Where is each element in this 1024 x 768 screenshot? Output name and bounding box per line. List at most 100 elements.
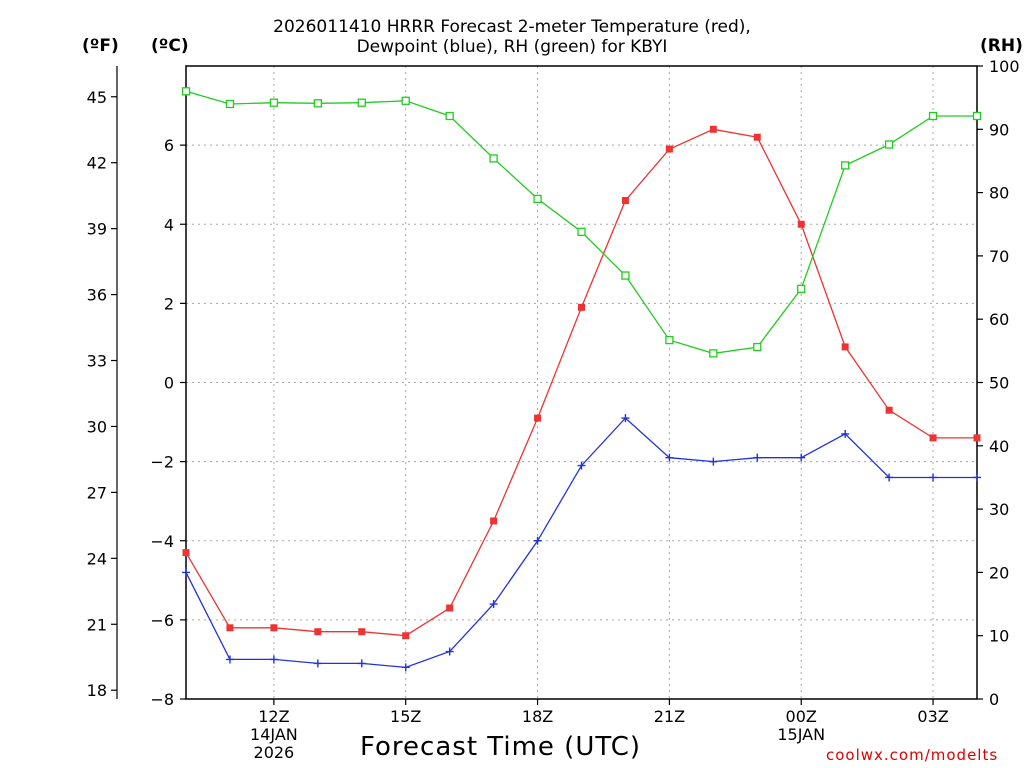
temperature-point (885, 406, 893, 414)
celsius-tick-label: −2 (150, 453, 174, 472)
rh-point (489, 154, 498, 163)
rh-tick-label: 90 (989, 120, 1009, 139)
temperature-point (753, 133, 761, 141)
celsius-tick-label: 4 (164, 215, 174, 234)
rh-point (269, 98, 279, 107)
rh-point (401, 96, 410, 105)
celsius-tick-label: 2 (164, 294, 174, 313)
dewpoint-point (753, 453, 762, 462)
fahrenheit-tick-label: 27 (87, 483, 107, 502)
fahrenheit-tick-label: 39 (87, 220, 107, 239)
rh-tick-label: 20 (989, 563, 1009, 582)
rh-point (357, 98, 366, 107)
x-tick-label: 18Z (522, 707, 553, 726)
rh-point (753, 342, 762, 352)
fahrenheit-tick-label: 36 (87, 286, 107, 305)
fahrenheit-unit-label: (ºF) (82, 36, 119, 56)
fahrenheit-tick-label: 18 (87, 681, 107, 700)
temperature-point (534, 414, 542, 422)
rh-point (577, 227, 586, 236)
x-tick-label: 12Z (258, 707, 289, 726)
celsius-tick-label: −4 (150, 532, 174, 551)
rh-point (665, 335, 674, 345)
dewpoint-point (489, 600, 498, 609)
dewpoint-point (973, 473, 981, 482)
dewpoint-point (665, 453, 674, 462)
rh-point (972, 111, 982, 121)
temperature-point (402, 632, 410, 640)
celsius-tick-label: −6 (150, 611, 174, 630)
x-axis-title: Forecast Time (UTC) (360, 732, 642, 762)
temperature-point (182, 549, 190, 557)
celsius-tick-label: −8 (150, 690, 174, 709)
temperature-point (446, 604, 454, 612)
dewpoint-point (797, 453, 806, 462)
temperature-point (578, 303, 585, 311)
dewpoint-point (577, 461, 586, 470)
dewpoint-point (709, 457, 718, 466)
fahrenheit-tick-label: 30 (87, 417, 107, 436)
temperature-point (314, 628, 322, 636)
rh-point (928, 111, 938, 121)
fahrenheit-tick-label: 45 (87, 88, 107, 107)
dewpoint-point (445, 647, 454, 656)
dewpoint-point (225, 655, 234, 664)
dewpoint-point (313, 659, 322, 668)
x-tick-date: 15JAN (777, 725, 825, 744)
celsius-tick-label: 0 (164, 374, 174, 393)
dewpoint-point (401, 663, 410, 672)
chart-title-line-1: 2026011410 HRRR Forecast 2-meter Tempera… (273, 17, 751, 37)
temperature-point (665, 145, 673, 153)
rh-line (185, 90, 977, 355)
x-tick-label: 15Z (390, 707, 421, 726)
dewpoint-point (533, 536, 542, 545)
rh-point (709, 349, 718, 358)
rh-tick-label: 50 (989, 374, 1009, 393)
rh-tick-label: 30 (989, 500, 1009, 519)
temperature-point (358, 628, 366, 636)
rh-point (884, 140, 894, 149)
rh-tick-label: 70 (989, 247, 1009, 266)
rh-point (445, 111, 454, 121)
dewpoint-point (269, 655, 278, 664)
celsius-tick-label: 6 (164, 136, 174, 155)
dewpoint-point (885, 473, 894, 482)
rh-unit-label: (RH) (980, 36, 1023, 56)
fahrenheit-tick-label: 21 (87, 615, 107, 634)
dewpoint-point (621, 414, 630, 423)
temperature-point (709, 125, 717, 133)
rh-point (225, 99, 235, 109)
rh-tick-label: 40 (989, 437, 1009, 456)
rh-point (841, 161, 850, 170)
temperature-point (621, 197, 629, 205)
temperature-point (270, 624, 278, 632)
temperature-point (929, 434, 937, 442)
rh-point (313, 99, 322, 108)
x-tick-label: 03Z (917, 707, 948, 726)
rh-tick-label: 100 (989, 57, 1020, 76)
x-tick-year: 2026 (254, 743, 295, 762)
chart-title-line-2: Dewpoint (blue), RH (green) for KBYI (356, 37, 668, 57)
rh-tick-label: 60 (989, 310, 1009, 329)
rh-point (797, 284, 806, 293)
temperature-point (797, 220, 805, 228)
rh-tick-label: 80 (989, 184, 1009, 203)
fahrenheit-tick-label: 24 (87, 549, 107, 568)
x-tick-label: 00Z (786, 707, 817, 726)
rh-point (181, 87, 191, 96)
dewpoint-point (182, 568, 190, 577)
fahrenheit-tick-label: 33 (87, 352, 107, 371)
dewpoint-point (357, 659, 366, 668)
temperature-point (226, 624, 234, 632)
rh-tick-label: 0 (989, 690, 999, 709)
source-credit: coolwx.com/modelts (826, 746, 999, 764)
x-tick-label: 21Z (654, 707, 685, 726)
rh-point (621, 271, 630, 280)
rh-tick-label: 10 (989, 627, 1009, 646)
rh-point (533, 194, 542, 204)
dewpoint-point (929, 473, 938, 482)
temperature-point (973, 434, 981, 442)
dewpoint-point (841, 429, 850, 438)
x-tick-date: 14JAN (250, 725, 298, 744)
